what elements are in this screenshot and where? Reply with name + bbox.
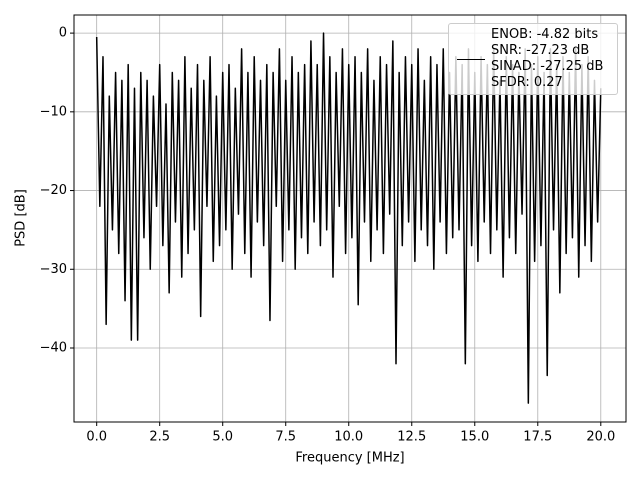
x-tick-label: 0.0 <box>86 430 107 445</box>
y-tick-label: 0 <box>59 26 67 41</box>
x-tick-label: 10.0 <box>334 430 363 445</box>
y-tick-label: −10 <box>40 104 67 119</box>
x-tick-label: 2.5 <box>149 430 170 445</box>
x-tick-label: 15.0 <box>460 430 489 445</box>
line-series <box>95 32 602 404</box>
y-axis-label: PSD [dB] <box>14 189 29 247</box>
plot-frame <box>73 14 627 423</box>
y-tick-label: −40 <box>40 341 67 356</box>
x-tick-label: 7.5 <box>275 430 296 445</box>
x-tick-label: 12.5 <box>397 430 426 445</box>
x-tick-label: 17.5 <box>523 430 552 445</box>
legend: ENOB: -4.82 bits SNR: -27.23 dB SINAD: -… <box>448 23 618 95</box>
x-axis-label: Frequency [MHz] <box>295 451 404 466</box>
y-tick-label: −30 <box>40 262 67 277</box>
y-tick-label: −20 <box>40 183 67 198</box>
legend-label: ENOB: -4.82 bits SNR: -27.23 dB SINAD: -… <box>491 27 604 90</box>
x-tick-label: 5.0 <box>212 430 233 445</box>
x-tick-label: 20.0 <box>586 430 615 445</box>
legend-swatch <box>457 59 485 60</box>
